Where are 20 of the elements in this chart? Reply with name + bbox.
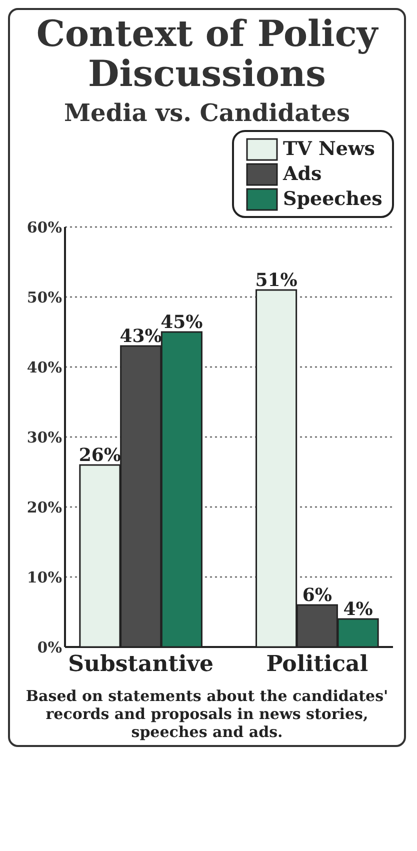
data-label: 4% [343, 599, 373, 620]
data-label: 43% [120, 326, 162, 347]
x-tick-label: Political [266, 651, 368, 677]
chart-title: Context of Policy Discussions [35, 13, 380, 95]
legend-label: TV News [283, 138, 376, 160]
y-tick-label: 40% [26, 358, 62, 376]
y-tick-label: 0% [37, 638, 62, 656]
y-tick-label: 50% [26, 288, 62, 306]
legend-label: Speeches [283, 188, 382, 210]
legend-label: Ads [282, 163, 322, 185]
y-tick-label: 20% [26, 498, 62, 516]
data-label: 45% [160, 312, 203, 333]
text: Based on statements about the candidates' records and proposals in news stories, speeches and ads. [24, 687, 390, 741]
data-label: 6% [302, 585, 332, 606]
x-tick-label: Substantive [68, 651, 214, 677]
data-label: 51% [255, 270, 298, 291]
y-tick-label: 60% [26, 218, 62, 236]
y-tick-label: 30% [26, 428, 62, 446]
chart-subtitle: Media vs. Candidates [62, 98, 351, 127]
y-tick-label: 10% [26, 568, 62, 586]
